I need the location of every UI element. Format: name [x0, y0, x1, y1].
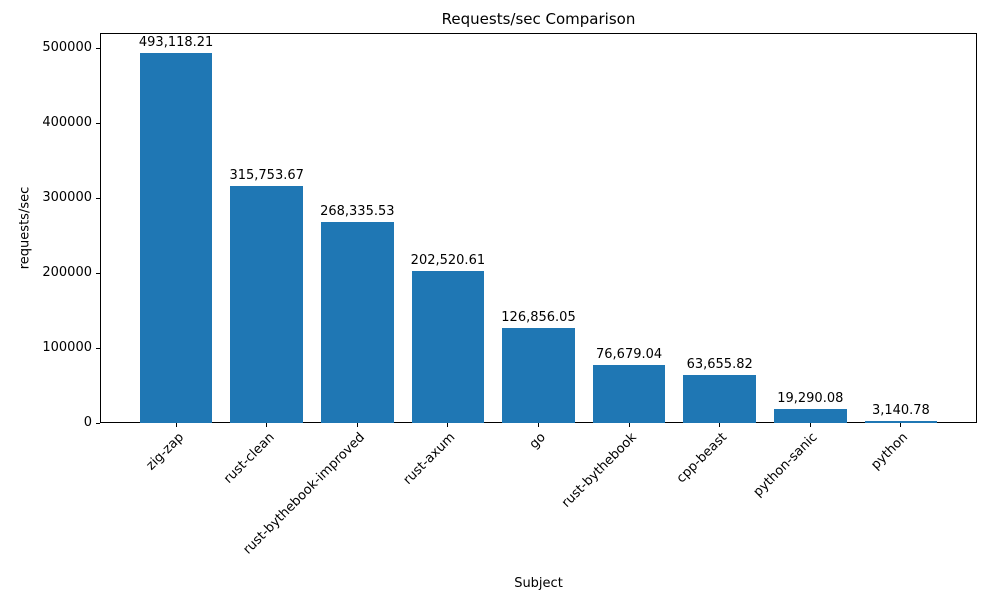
y-tick-label: 100000	[42, 340, 92, 355]
bar	[139, 53, 213, 423]
x-tick-label-text: rust-bythebook	[559, 430, 640, 511]
bar	[321, 221, 394, 423]
y-tick-mark	[96, 422, 100, 424]
x-tick-label-text: zig-zap	[143, 430, 187, 474]
y-tick-label: 0	[83, 415, 92, 430]
x-tick-label-text: go	[527, 430, 550, 453]
bar-value-label: 202,520.61	[410, 253, 486, 269]
chart-title: Requests/sec Comparison	[441, 10, 636, 28]
x-tick-mark	[809, 423, 811, 427]
bar	[592, 365, 666, 423]
x-tick-mark	[628, 423, 630, 427]
y-tick-mark	[96, 197, 100, 199]
bar	[411, 271, 485, 423]
bar	[502, 327, 575, 423]
x-tick-label-text: rust-axum	[400, 430, 459, 488]
x-tick-mark	[538, 423, 539, 427]
x-tick-mark	[900, 423, 902, 427]
bar	[774, 408, 847, 423]
x-tick-mark	[175, 423, 177, 427]
y-tick-mark	[96, 122, 100, 124]
y-tick-label: 400000	[42, 115, 92, 130]
bar-value-label: 315,753.67	[229, 168, 304, 184]
x-tick-mark	[356, 423, 358, 427]
bar-value-label: 63,655.82	[686, 357, 753, 373]
x-tick-label-text: cpp-beast	[674, 430, 731, 487]
x-tick-label-text: python	[868, 430, 912, 473]
bar-value-label: 76,679.04	[596, 347, 663, 363]
y-tick-label: 500000	[42, 40, 92, 55]
y-tick-mark	[96, 272, 100, 274]
x-axis-label: Subject	[514, 576, 563, 591]
x-tick-mark	[719, 423, 721, 427]
bar-value-label: 126,856.05	[501, 309, 576, 325]
x-tick-mark	[266, 423, 268, 427]
y-tick-label: 300000	[42, 190, 92, 205]
bar-value-label: 3,140.78	[871, 402, 930, 418]
bar	[230, 186, 303, 423]
bar	[864, 420, 938, 423]
x-tick-label-text: rust-clean	[220, 430, 278, 487]
bar-value-label: 19,290.08	[777, 390, 844, 406]
x-tick-label-text: python-sanic	[750, 430, 821, 500]
y-tick-mark	[96, 47, 100, 49]
bar	[683, 375, 756, 423]
y-tick-label: 200000	[42, 265, 92, 280]
y-tick-mark	[96, 347, 100, 349]
x-tick-mark	[447, 423, 449, 427]
bar-value-label: 493,118.21	[138, 35, 214, 51]
bar-value-label: 268,335.53	[320, 203, 395, 219]
